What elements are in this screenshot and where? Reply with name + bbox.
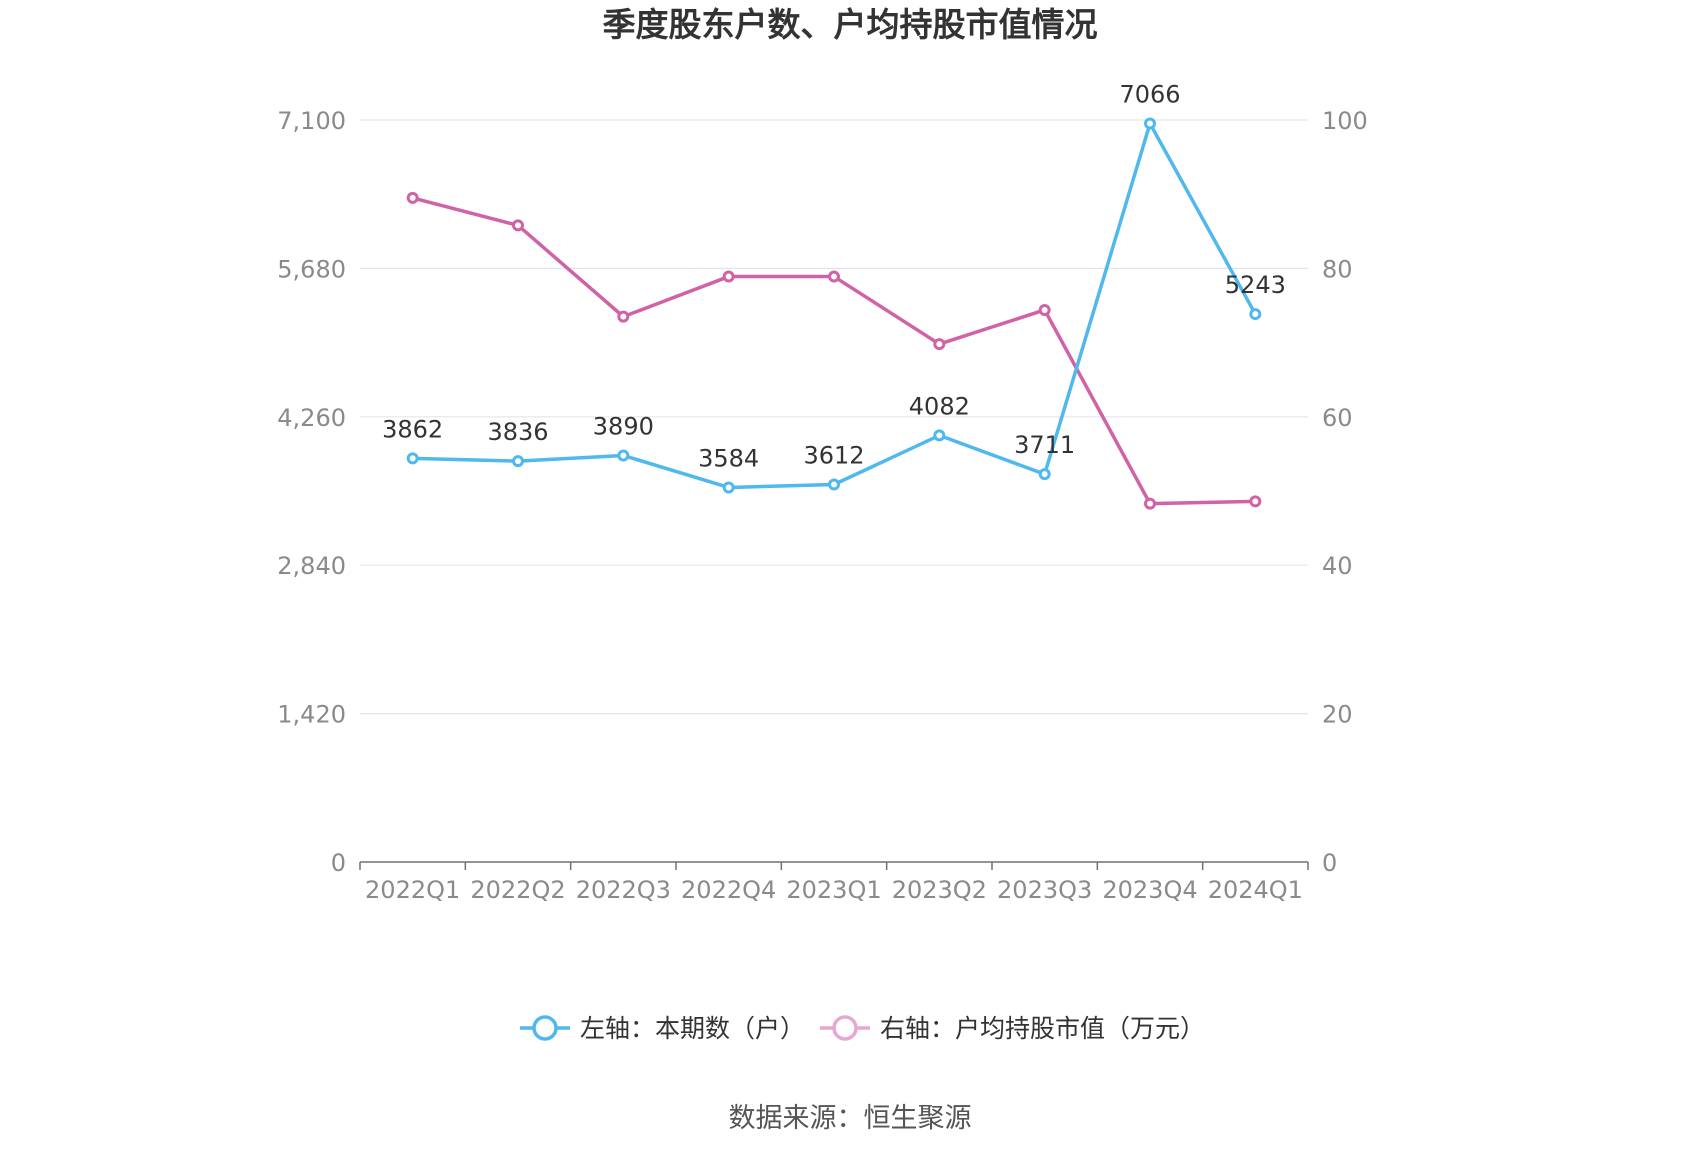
left-axis-tick-label: 5,680 (277, 255, 346, 283)
data-label: 4082 (909, 392, 970, 420)
x-axis-tick-label: 2023Q2 (892, 876, 987, 904)
data-point (828, 270, 840, 283)
right-axis-tick-label: 40 (1322, 552, 1353, 580)
data-point (1249, 495, 1262, 508)
data-point (406, 452, 419, 465)
source-note: 数据来源：恒生聚源 (729, 1103, 972, 1134)
x-axis-tick-label: 2023Q3 (997, 876, 1092, 904)
right-axis-tick-label: 60 (1322, 404, 1353, 432)
data-point (1144, 117, 1156, 130)
legend-label: 右轴：户均持股市值（万元） (880, 1014, 1205, 1043)
right-axis-tick-label: 100 (1322, 107, 1368, 135)
x-axis-tick-label: 2022Q1 (365, 876, 460, 904)
legend-item: 右轴：户均持股市值（万元） (820, 1014, 1205, 1043)
legend-label: 左轴：本期数（户） (580, 1014, 805, 1043)
data-point (512, 219, 524, 232)
legend-marker (832, 1015, 858, 1041)
data-point (722, 481, 735, 494)
x-axis-tick-label: 2022Q4 (681, 876, 776, 904)
left-axis-tick-label: 4,260 (277, 404, 346, 432)
data-point (1144, 497, 1156, 510)
data-label: 3836 (487, 418, 548, 446)
grid-lines (360, 119, 1308, 715)
data-point (1038, 468, 1051, 481)
data-labels: 3862 3836 3890 3584 3612 4082 3711 7066 5243 (382, 81, 1286, 473)
data-label: 3612 (803, 442, 864, 470)
series-holders (406, 117, 1262, 494)
data-label: 5243 (1225, 271, 1286, 299)
data-label: 3711 (1014, 431, 1075, 459)
series-avg-value (406, 191, 1262, 510)
data-point (1038, 303, 1051, 316)
x-axis-tick-label: 2022Q3 (576, 876, 671, 904)
data-label: 3584 (698, 444, 759, 472)
data-point (617, 310, 630, 323)
data-point (933, 429, 946, 442)
data-label: 3890 (593, 412, 654, 440)
legend-item: 左轴：本期数（户） (520, 1014, 805, 1043)
x-axis-tick-label: 2024Q1 (1208, 876, 1303, 904)
x-axis-tick-label: 2022Q2 (470, 876, 565, 904)
legend: 左轴：本期数（户） 右轴：户均持股市值（万元） (520, 1014, 1205, 1043)
x-axis-tick-label: 2023Q1 (786, 876, 881, 904)
left-axis-tick-label: 7,100 (277, 107, 346, 135)
data-point (512, 455, 524, 468)
data-point (722, 270, 735, 283)
series-layer (406, 117, 1262, 510)
left-axis-tick-label: 0 (331, 849, 346, 877)
data-point (828, 478, 840, 491)
legend-marker (532, 1015, 558, 1041)
x-axis-tick-label: 2023Q4 (1102, 876, 1197, 904)
data-point (933, 338, 946, 351)
right-axis-tick-label: 0 (1322, 849, 1337, 877)
right-axis-tick-label: 80 (1322, 255, 1353, 283)
right-axis-tick-label: 20 (1322, 701, 1353, 729)
data-point (617, 449, 630, 462)
left-axis-tick-label: 1,420 (277, 701, 346, 729)
data-label: 7066 (1119, 81, 1180, 109)
axes: 0 1,420 2,840 4,260 5,680 7,100 0 20 40 60 80 100 20… (277, 107, 1368, 904)
data-label: 3862 (382, 415, 443, 443)
chart-title: 季度股东户数、户均持股市值情况 (603, 5, 1098, 44)
data-point (406, 191, 419, 204)
left-axis-tick-label: 2,840 (277, 552, 346, 580)
data-point (1249, 308, 1262, 321)
